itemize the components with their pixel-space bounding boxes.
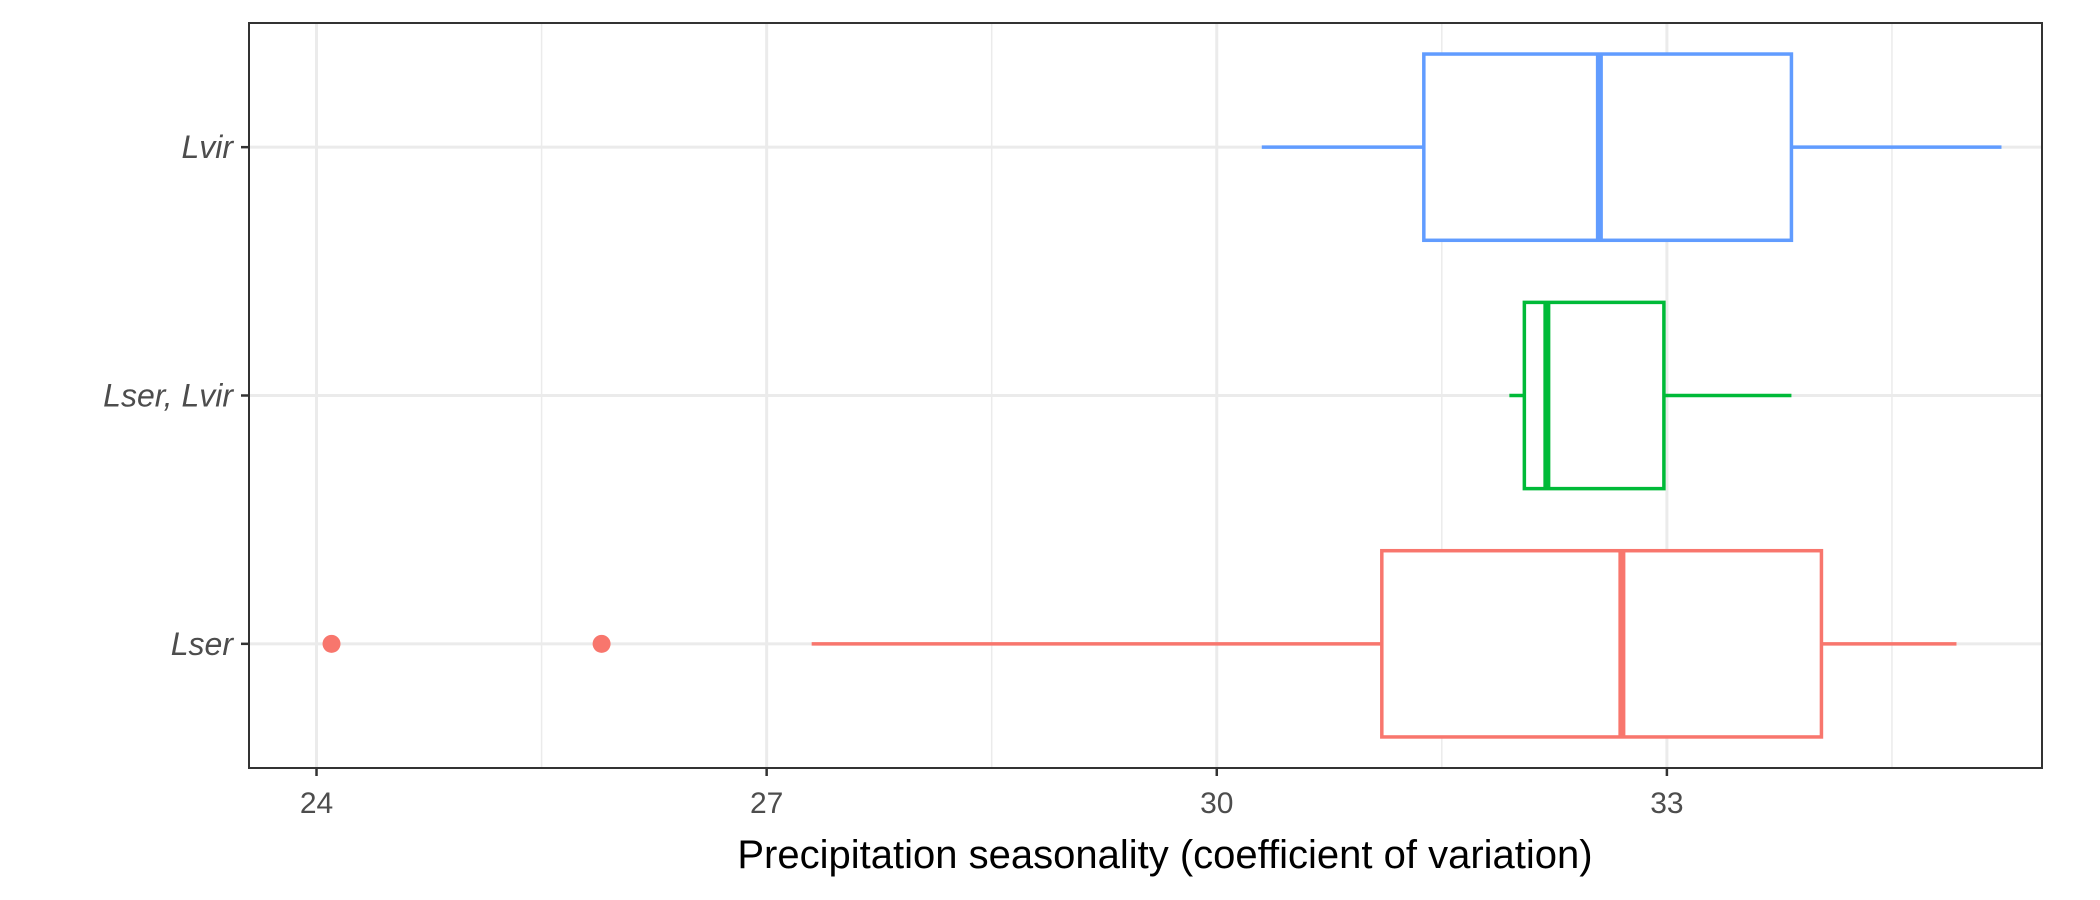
x-tick-label: 24	[300, 787, 333, 820]
y-category-label: Lvir	[181, 129, 234, 165]
outlier-point	[592, 634, 611, 653]
y-category-label: Lser	[171, 626, 235, 662]
box-iqr	[1380, 548, 1824, 739]
x-tick-label: 33	[1650, 787, 1683, 820]
x-tick-label: 30	[1200, 787, 1233, 820]
boxes	[322, 52, 2002, 739]
box-group-lser	[322, 548, 1957, 739]
box-group-lvir	[1261, 52, 2002, 243]
x-axis-title: Precipitation seasonality (coefficient o…	[737, 833, 1592, 877]
box-group-lser-lvir	[1509, 300, 1792, 491]
outlier-point	[322, 634, 341, 653]
axes: 24 27 30 33 Lser Lser, Lvir Lvir	[103, 129, 1683, 820]
x-tick-label: 27	[750, 787, 783, 820]
box-iqr	[1422, 52, 1794, 243]
y-category-label: Lser, Lvir	[103, 378, 234, 414]
